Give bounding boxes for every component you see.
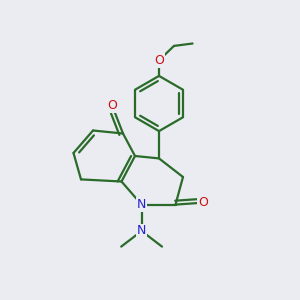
Text: O: O	[107, 99, 117, 112]
Text: N: N	[137, 224, 146, 238]
Text: O: O	[154, 54, 164, 67]
Text: O: O	[198, 196, 208, 209]
Text: N: N	[137, 198, 146, 211]
